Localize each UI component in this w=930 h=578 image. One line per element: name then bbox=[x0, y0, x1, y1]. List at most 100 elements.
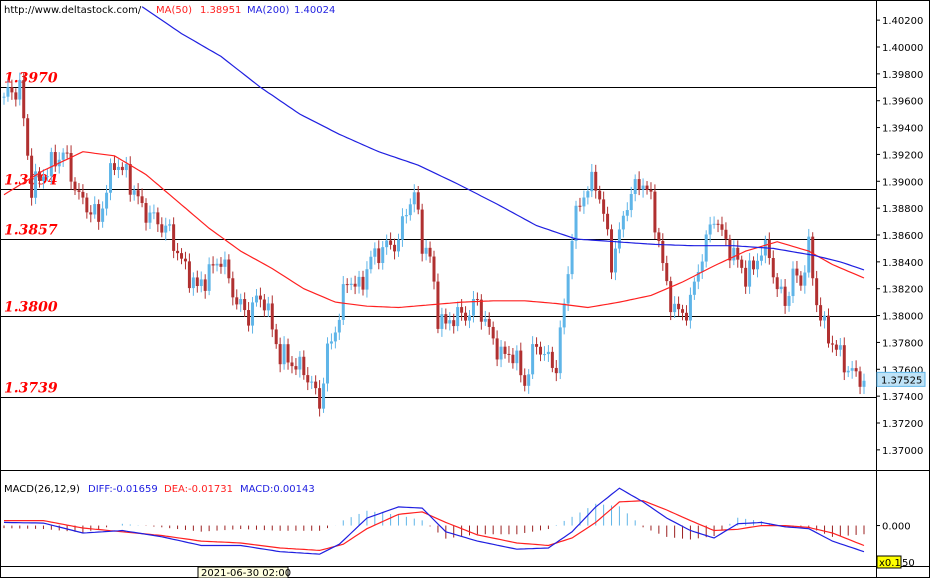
candle bbox=[850, 360, 854, 379]
candle bbox=[783, 279, 787, 314]
candle-body bbox=[65, 152, 69, 154]
candle-body bbox=[314, 381, 318, 389]
candle bbox=[231, 271, 235, 306]
candle bbox=[479, 294, 483, 330]
candle bbox=[266, 296, 270, 318]
candle-body bbox=[34, 171, 38, 198]
candle-body bbox=[258, 295, 262, 300]
candle-body bbox=[365, 269, 369, 290]
candle bbox=[73, 177, 77, 195]
candle-body bbox=[428, 247, 432, 257]
candle bbox=[598, 185, 602, 204]
candle-body bbox=[535, 344, 539, 347]
zoom-tag[interactable] bbox=[876, 555, 902, 569]
candle-body bbox=[499, 346, 503, 360]
candle bbox=[436, 273, 440, 334]
price-tick-label: 1.39200 bbox=[882, 150, 923, 161]
candle-body bbox=[602, 199, 606, 214]
candle bbox=[349, 277, 353, 291]
candle bbox=[511, 348, 515, 369]
candle-body bbox=[89, 212, 93, 215]
timestamp-tag bbox=[197, 566, 289, 578]
candle-body bbox=[53, 152, 57, 167]
candle bbox=[448, 312, 452, 331]
candle bbox=[503, 341, 507, 359]
candle-body bbox=[97, 204, 101, 222]
candle bbox=[748, 252, 752, 294]
candle bbox=[732, 240, 736, 266]
candle-body bbox=[266, 303, 270, 311]
candle-body bbox=[140, 196, 144, 204]
candle bbox=[215, 258, 219, 272]
candle-body bbox=[22, 80, 26, 119]
candle-body bbox=[231, 278, 235, 298]
candle bbox=[621, 211, 625, 238]
candle bbox=[444, 308, 448, 330]
candle-body bbox=[187, 261, 191, 289]
candle-body bbox=[799, 275, 803, 286]
candle bbox=[625, 202, 629, 222]
candle-body bbox=[471, 299, 475, 316]
price-tick-label: 1.39400 bbox=[882, 124, 923, 135]
candle bbox=[527, 369, 531, 394]
candle-body bbox=[558, 327, 562, 374]
candle-body bbox=[270, 303, 274, 330]
candle-body bbox=[858, 371, 862, 387]
candle-body bbox=[73, 181, 77, 191]
candle bbox=[696, 264, 700, 290]
candle bbox=[353, 275, 357, 295]
candle-body bbox=[243, 299, 247, 311]
candles bbox=[2, 72, 866, 417]
candle-body bbox=[112, 163, 116, 171]
candle bbox=[400, 208, 404, 247]
candle-body bbox=[357, 276, 361, 287]
candle-body bbox=[783, 286, 787, 306]
candle bbox=[720, 216, 724, 237]
candle-body bbox=[787, 296, 791, 306]
candle-body bbox=[815, 278, 819, 306]
candle-body bbox=[333, 332, 337, 342]
candle-body bbox=[515, 350, 519, 364]
candle bbox=[270, 295, 274, 338]
candle bbox=[14, 88, 18, 107]
candle-body bbox=[393, 244, 397, 252]
candle bbox=[274, 323, 278, 349]
level-label: 1.3970 bbox=[4, 71, 58, 87]
candle-body bbox=[708, 224, 712, 235]
price-tick-label: 1.37800 bbox=[882, 338, 923, 349]
candle-body bbox=[203, 279, 207, 291]
candle bbox=[523, 368, 527, 392]
candle-body bbox=[294, 366, 298, 370]
candle bbox=[2, 92, 6, 105]
candle bbox=[838, 337, 842, 357]
candle bbox=[373, 242, 377, 265]
candle bbox=[49, 147, 53, 185]
candle bbox=[278, 337, 282, 373]
price-tick-label: 1.38600 bbox=[882, 231, 923, 242]
candle bbox=[684, 305, 688, 326]
candle bbox=[65, 145, 69, 159]
candle-body bbox=[550, 351, 554, 368]
candle-body bbox=[420, 209, 424, 254]
candle-body bbox=[791, 268, 795, 297]
candle bbox=[483, 310, 487, 326]
candle-body bbox=[349, 283, 353, 285]
candle bbox=[807, 228, 811, 278]
candle-body bbox=[610, 229, 614, 273]
candle bbox=[590, 163, 594, 198]
candle bbox=[574, 200, 578, 249]
candle bbox=[546, 345, 550, 362]
chart-header: http://www.deltastock.com/MA(50) 1.38951 M… bbox=[4, 5, 335, 16]
candle-body bbox=[6, 87, 10, 97]
candle bbox=[637, 171, 641, 196]
candle bbox=[633, 174, 637, 202]
candle bbox=[116, 159, 120, 179]
price-tick-label: 1.40000 bbox=[882, 43, 923, 54]
candle bbox=[168, 219, 172, 232]
candle-body bbox=[144, 203, 148, 223]
candle bbox=[77, 183, 81, 200]
candle-body bbox=[136, 190, 140, 197]
